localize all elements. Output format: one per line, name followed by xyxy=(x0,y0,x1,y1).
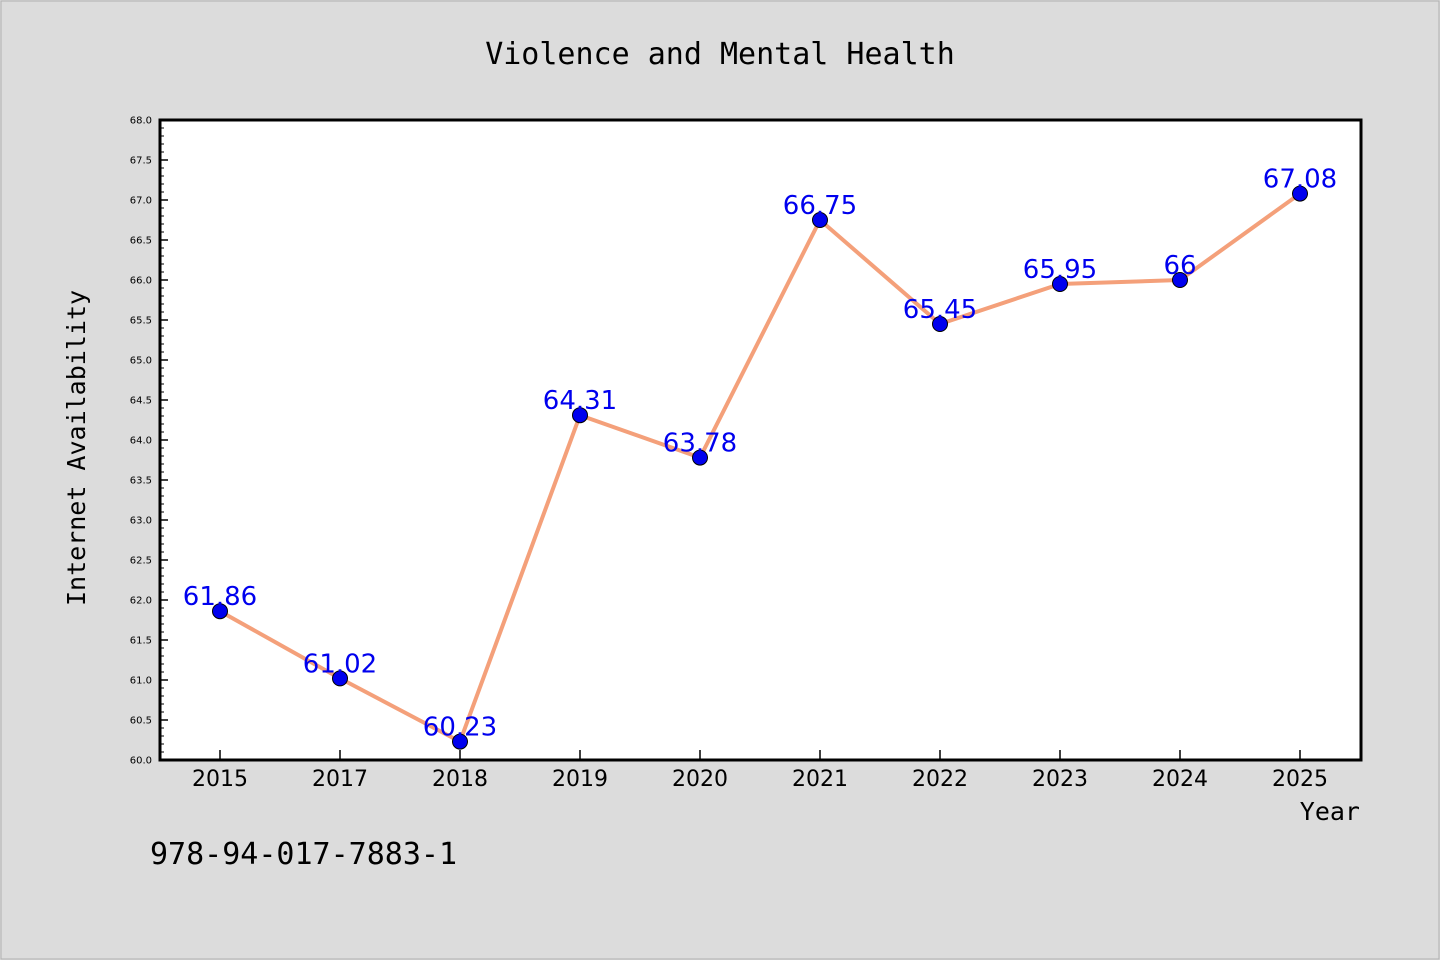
plot-frame xyxy=(158,118,1363,762)
data-label: 61.02 xyxy=(303,649,377,679)
y-axis-title: Internet Availability xyxy=(62,290,91,606)
x-tick-label: 2017 xyxy=(312,767,368,792)
data-point xyxy=(932,316,948,332)
x-tick-label: 2015 xyxy=(192,767,248,792)
data-point xyxy=(1292,185,1308,202)
y-tick-label: 60.0 xyxy=(130,756,152,767)
data-point xyxy=(332,670,348,687)
chart-title: Violence and Mental Health xyxy=(485,37,955,72)
y-tick-label: 67.5 xyxy=(130,156,152,167)
y-tick-label: 64.0 xyxy=(130,436,152,447)
series-line xyxy=(219,191,1302,744)
x-axis: 2015 2017 2018 2019 2020 2021 2022 2023 2024 2025 xyxy=(192,750,1328,792)
x-tick-label: 2018 xyxy=(432,767,488,792)
y-tick-label: 62.5 xyxy=(130,556,152,567)
data-point xyxy=(812,212,828,228)
data-point xyxy=(572,407,588,424)
x-tick-label: 2021 xyxy=(792,767,848,792)
x-tick-label: 2020 xyxy=(672,767,728,792)
data-label: 65.45 xyxy=(903,295,977,325)
data-label: 64.31 xyxy=(543,386,617,416)
y-tick-label: 65.0 xyxy=(130,356,152,367)
data-label: 67.08 xyxy=(1263,165,1337,195)
data-label: 61.86 xyxy=(183,582,257,612)
data-label: 66.75 xyxy=(783,191,857,221)
plot-area xyxy=(160,120,1361,760)
x-tick-label: 2022 xyxy=(912,767,968,792)
isbn-annotation: 978-94-017-7883-1 xyxy=(150,837,457,872)
x-axis-title: Year xyxy=(1300,797,1360,826)
data-label: 65.95 xyxy=(1023,255,1097,285)
y-tick-label: 68.0 xyxy=(130,116,152,127)
x-tick-label: 2023 xyxy=(1032,767,1088,792)
data-labels: 61.86 61.02 60.23 64.31 63.78 66.75 65.45 65.95… xyxy=(183,165,1337,743)
y-tick-label: 60.5 xyxy=(130,716,152,727)
data-point xyxy=(212,603,228,620)
data-label: 66 xyxy=(1163,251,1196,281)
y-tick-label: 66.0 xyxy=(130,276,152,287)
data-label: 60.23 xyxy=(423,713,497,743)
y-tick-label: 64.5 xyxy=(130,396,152,407)
x-tick-label: 2025 xyxy=(1272,767,1328,792)
y-tick-label: 63.5 xyxy=(130,476,152,487)
y-tick-label: 63.0 xyxy=(130,516,152,527)
x-tick-label: 2019 xyxy=(552,767,608,792)
y-tick-label: 65.5 xyxy=(130,316,152,327)
data-point xyxy=(452,733,468,750)
x-tick-label: 2024 xyxy=(1152,767,1208,792)
data-point xyxy=(1172,272,1188,288)
y-tick-label: 62.0 xyxy=(130,596,152,607)
data-point xyxy=(692,449,708,466)
y-tick-label: 61.5 xyxy=(130,636,152,647)
data-point xyxy=(1052,276,1068,292)
data-label: 63.78 xyxy=(663,429,737,459)
y-tick-label: 67.0 xyxy=(130,196,152,207)
data-points xyxy=(212,185,1308,750)
y-tick-label: 61.0 xyxy=(130,676,152,687)
y-tick-label: 66.5 xyxy=(130,236,152,247)
